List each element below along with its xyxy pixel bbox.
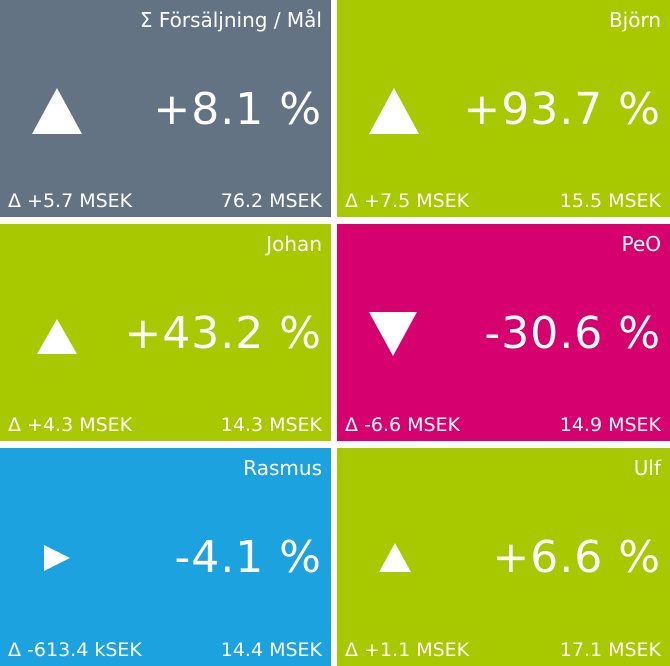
tile-delta: Δ -6.6 MSEK bbox=[345, 414, 461, 436]
tile-percent: +8.1 % bbox=[153, 84, 322, 135]
tile-percent: +6.6 % bbox=[492, 532, 661, 583]
tile-total: 15.5 MSEK bbox=[559, 190, 661, 212]
tile-percent: -4.1 % bbox=[174, 532, 322, 583]
arrow-up-icon bbox=[32, 88, 82, 134]
arrow-up-icon bbox=[37, 319, 77, 354]
tile-total: 17.1 MSEK bbox=[559, 639, 661, 661]
tile-title: Björn bbox=[608, 8, 661, 32]
tile-total: 14.4 MSEK bbox=[220, 639, 322, 661]
kpi-tile-johan[interactable]: Johan +43.2 % Δ +4.3 MSEK 14.3 MSEK bbox=[0, 224, 331, 441]
tile-total: 14.9 MSEK bbox=[559, 414, 661, 436]
tile-delta: Δ +1.1 MSEK bbox=[345, 639, 470, 661]
tile-total: 14.3 MSEK bbox=[220, 414, 322, 436]
arrow-up-icon bbox=[369, 88, 419, 134]
kpi-tile-ulf[interactable]: Ulf +6.6 % Δ +1.1 MSEK 17.1 MSEK bbox=[337, 448, 670, 666]
kpi-tile-peo[interactable]: PeO -30.6 % Δ -6.6 MSEK 14.9 MSEK bbox=[337, 224, 670, 441]
tile-title: PeO bbox=[621, 232, 661, 256]
arrow-down-icon bbox=[369, 312, 417, 356]
kpi-tile-bjorn[interactable]: Björn +93.7 % Δ +7.5 MSEK 15.5 MSEK bbox=[337, 0, 670, 217]
kpi-tile-rasmus[interactable]: Rasmus -4.1 % Δ -613.4 kSEK 14.4 MSEK bbox=[0, 448, 331, 666]
tile-delta: Δ +4.3 MSEK bbox=[8, 414, 133, 436]
tile-percent: +43.2 % bbox=[124, 308, 322, 359]
tile-total: 76.2 MSEK bbox=[220, 190, 322, 212]
tile-title: Rasmus bbox=[243, 456, 322, 480]
tile-delta: Δ -613.4 kSEK bbox=[8, 639, 142, 661]
arrow-up-icon bbox=[379, 543, 411, 572]
tile-percent: -30.6 % bbox=[484, 308, 661, 359]
tile-delta: Δ +5.7 MSEK bbox=[8, 190, 133, 212]
tile-title: Johan bbox=[266, 232, 322, 256]
tile-title: Ulf bbox=[633, 456, 661, 480]
tile-title: Σ Försäljning / Mål bbox=[139, 8, 322, 32]
arrow-right-icon bbox=[44, 545, 70, 571]
tile-delta: Δ +7.5 MSEK bbox=[345, 190, 470, 212]
kpi-tile-total[interactable]: Σ Försäljning / Mål +8.1 % Δ +5.7 MSEK 7… bbox=[0, 0, 331, 217]
tile-percent: +93.7 % bbox=[463, 84, 661, 135]
